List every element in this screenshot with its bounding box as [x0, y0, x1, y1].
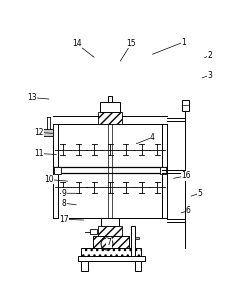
Text: 8: 8 — [62, 199, 66, 208]
Text: 13: 13 — [27, 93, 36, 102]
Bar — [82, 261, 88, 271]
Bar — [101, 218, 119, 226]
Bar — [160, 167, 166, 174]
Text: 2: 2 — [207, 51, 212, 60]
Text: 17: 17 — [59, 215, 69, 224]
Bar — [100, 102, 120, 112]
Circle shape — [106, 243, 108, 245]
Text: 10: 10 — [44, 175, 54, 184]
Bar — [90, 229, 97, 234]
Text: 14: 14 — [72, 39, 81, 48]
Bar — [98, 112, 122, 124]
Bar — [108, 96, 112, 102]
Text: 5: 5 — [197, 189, 202, 198]
Bar — [78, 256, 145, 261]
Bar — [134, 237, 139, 239]
Text: 4: 4 — [150, 133, 155, 142]
Text: 16: 16 — [181, 171, 191, 180]
Bar — [130, 226, 135, 256]
Bar — [182, 100, 189, 111]
Text: 6: 6 — [186, 206, 191, 215]
Bar — [135, 261, 141, 271]
Bar — [54, 167, 61, 174]
Text: 15: 15 — [126, 39, 136, 48]
Bar — [42, 129, 54, 136]
Bar — [108, 102, 112, 238]
Text: 9: 9 — [62, 189, 66, 198]
Text: 1: 1 — [181, 38, 186, 47]
Bar — [93, 236, 129, 252]
Text: 3: 3 — [207, 71, 212, 80]
Bar — [98, 226, 122, 236]
Text: 7: 7 — [106, 239, 111, 247]
Bar — [82, 248, 141, 256]
Text: 12: 12 — [34, 128, 44, 137]
Text: 11: 11 — [34, 149, 44, 158]
